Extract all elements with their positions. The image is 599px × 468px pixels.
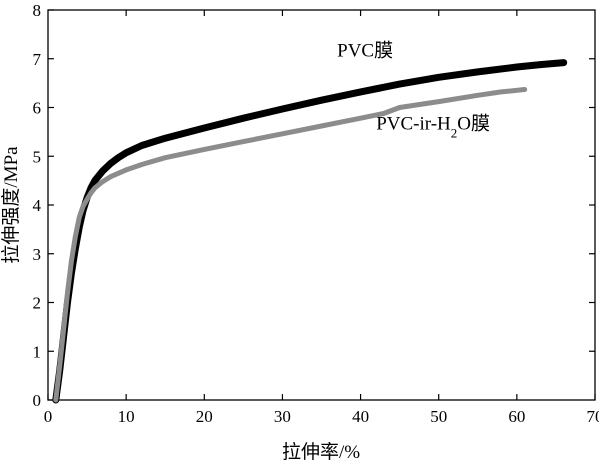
y-axis-title: 拉伸强度/MPa bbox=[0, 146, 22, 264]
y-tick-label: 0 bbox=[33, 391, 42, 410]
y-tick-label: 6 bbox=[33, 99, 42, 118]
series-label-part: O膜 bbox=[457, 112, 490, 134]
x-tick-label: 0 bbox=[44, 407, 53, 426]
series-label-pvc: PVC膜 bbox=[337, 39, 393, 61]
x-tick-label: 70 bbox=[587, 407, 599, 426]
y-tick-label: 7 bbox=[33, 50, 42, 69]
series-label-part: PVC膜 bbox=[337, 39, 393, 61]
x-tick-label: 50 bbox=[430, 407, 447, 426]
y-tick-label: 3 bbox=[33, 245, 42, 264]
x-axis-title: 拉伸率/% bbox=[282, 441, 360, 463]
y-tick-label: 2 bbox=[33, 294, 42, 313]
x-tick-label: 30 bbox=[274, 407, 291, 426]
series-label-pvc-ir-h2o: PVC-ir-H2O膜 bbox=[376, 112, 490, 140]
x-tick-label: 60 bbox=[508, 407, 525, 426]
x-tick-label: 20 bbox=[196, 407, 213, 426]
y-tick-label: 1 bbox=[33, 342, 42, 361]
x-tick-label: 10 bbox=[118, 407, 135, 426]
y-tick-label: 5 bbox=[33, 147, 42, 166]
y-tick-label: 8 bbox=[33, 1, 42, 20]
series-label-part: PVC-ir-H bbox=[376, 113, 451, 134]
y-tick-label: 4 bbox=[33, 196, 42, 215]
x-tick-label: 40 bbox=[352, 407, 369, 426]
